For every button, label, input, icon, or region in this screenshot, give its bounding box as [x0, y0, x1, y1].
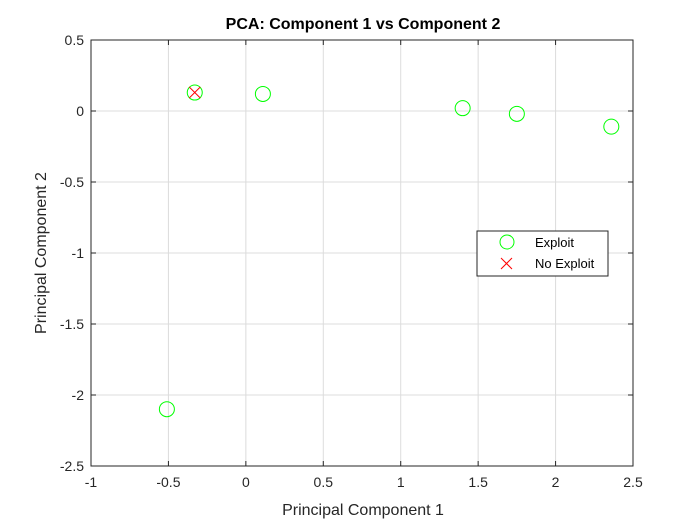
y-tick-label: 0 — [76, 103, 84, 119]
exploit-point — [158, 401, 175, 418]
legend-no-exploit-marker — [500, 257, 513, 270]
exploit-point — [186, 84, 203, 101]
data-points — [158, 84, 620, 418]
x-tick-label: 0.5 — [314, 474, 334, 490]
x-tick-label: 1 — [397, 474, 405, 490]
exploit-point — [454, 100, 471, 117]
y-tick-label: 0.5 — [65, 32, 85, 48]
no-exploit-point — [188, 86, 201, 99]
exploit-point — [508, 105, 525, 122]
y-tick-label: -1 — [72, 245, 85, 261]
legend-box — [476, 230, 609, 277]
y-tick-label: -2.5 — [60, 458, 84, 474]
y-tick-label: -2 — [72, 387, 85, 403]
y-tick-label: -1.5 — [60, 316, 84, 332]
x-tick-label: -1 — [85, 474, 98, 490]
y-axis-label: Principal Component 2 — [33, 172, 50, 334]
legend: Exploit No Exploit — [476, 230, 609, 277]
x-tick-label: -0.5 — [156, 474, 180, 490]
legend-no-exploit-label: No Exploit — [535, 256, 595, 271]
x-tick-label: 0 — [242, 474, 250, 490]
y-axis-ticks: -2.5 -2 -1.5 -1 -0.5 0 0.5 — [60, 32, 633, 474]
y-tick-label: -0.5 — [60, 174, 84, 190]
legend-exploit-marker — [499, 234, 515, 250]
legend-exploit-label: Exploit — [535, 235, 574, 250]
exploit-point — [603, 118, 620, 135]
x-tick-label: 2.5 — [623, 474, 643, 490]
exploit-point — [254, 85, 271, 102]
x-tick-label: 1.5 — [468, 474, 488, 490]
chart-title: PCA: Component 1 vs Component 2 — [226, 16, 501, 33]
x-axis-ticks: -1 -0.5 0 0.5 1 1.5 2 2.5 — [85, 40, 643, 490]
x-axis-label: Principal Component 1 — [282, 502, 444, 519]
x-tick-label: 2 — [552, 474, 560, 490]
